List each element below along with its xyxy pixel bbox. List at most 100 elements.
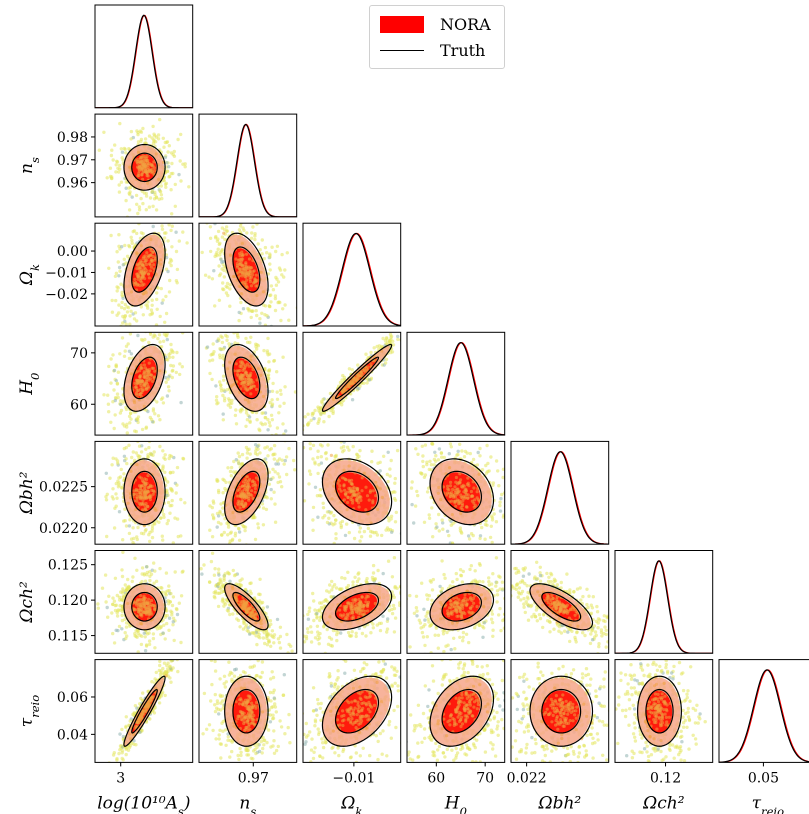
sample-point [327, 415, 330, 418]
sample-point [411, 325, 414, 328]
sample-point [104, 495, 107, 498]
sample-point [136, 526, 139, 529]
sample-point [164, 186, 167, 189]
sample-point [272, 288, 275, 291]
y-tick-label: −0.01 [45, 265, 88, 281]
sample-point [178, 362, 181, 365]
sample-point [348, 489, 351, 492]
sample-point [147, 446, 150, 449]
sample-point [343, 498, 346, 501]
sample-point [261, 238, 264, 241]
sample-point [141, 264, 144, 267]
sample-point [130, 236, 133, 239]
sample-point [262, 523, 265, 526]
sample-point [358, 505, 361, 508]
sample-point [225, 317, 228, 320]
sample-point [336, 482, 339, 485]
sample-point [171, 225, 174, 228]
sample-point [150, 328, 153, 331]
sample-point [115, 160, 118, 163]
sample-point [345, 522, 348, 525]
sample-point [164, 453, 167, 456]
panel-frame [199, 114, 297, 217]
sample-point [158, 198, 161, 201]
sample-point [255, 418, 258, 421]
sample-point [371, 499, 374, 502]
sample-point [165, 494, 168, 497]
sample-point [124, 148, 127, 151]
sample-point [273, 444, 276, 447]
sample-point [262, 290, 265, 293]
sample-point [256, 378, 259, 381]
sample-point [143, 363, 146, 366]
sample-point [123, 355, 126, 358]
sample-point [114, 413, 117, 416]
sample-point [467, 277, 470, 280]
panel-content [200, 419, 296, 563]
sample-point [140, 131, 143, 134]
sample-point [270, 398, 273, 401]
sample-point [238, 437, 241, 440]
sample-point [151, 125, 154, 128]
sample-point [212, 350, 215, 353]
sample-point [263, 313, 266, 316]
sample-point [249, 269, 252, 272]
sample-point [151, 527, 154, 530]
sample-point [164, 295, 167, 298]
sample-point [247, 491, 250, 494]
sample-point [131, 242, 134, 245]
sample-point [109, 167, 112, 170]
sample-point [228, 361, 231, 364]
sample-point [265, 251, 268, 254]
sample-point [245, 372, 248, 375]
sample-point [171, 471, 174, 474]
sample-point [166, 150, 169, 153]
sample-point [155, 208, 158, 211]
sample-point [275, 370, 278, 373]
sample-point [125, 462, 128, 465]
sample-point [129, 137, 132, 140]
sample-point [133, 493, 136, 496]
sample-point [161, 298, 164, 301]
sample-point [228, 305, 231, 308]
sample-point [134, 340, 137, 343]
sample-point [181, 331, 184, 334]
sample-point [179, 498, 182, 501]
sample-point [267, 373, 270, 376]
sample-point [221, 235, 224, 238]
sample-point [144, 267, 147, 270]
sample-point [293, 468, 296, 471]
sample-point [244, 387, 247, 390]
sample-point [265, 327, 268, 330]
sample-point [273, 502, 276, 505]
panel-ns-vs-logA: 0.960.970.98 [57, 114, 197, 221]
sample-point [193, 173, 196, 176]
sample-point [248, 365, 251, 368]
sample-point [370, 460, 373, 463]
sample-point [230, 466, 233, 469]
sample-point [280, 253, 283, 256]
sample-point [224, 481, 227, 484]
sample-point [153, 334, 156, 337]
sample-point [236, 201, 239, 204]
sample-point [121, 336, 124, 339]
sample-point [150, 374, 153, 377]
sample-point [284, 429, 287, 432]
sample-point [356, 488, 359, 491]
sample-point [134, 311, 137, 314]
sample-point [152, 160, 155, 163]
sample-point [260, 312, 263, 315]
sample-point [394, 520, 397, 523]
sample-point [387, 519, 390, 522]
sample-point [234, 353, 237, 356]
sample-point [419, 489, 422, 492]
sample-point [155, 152, 158, 155]
sample-point [166, 480, 169, 483]
sample-point [241, 453, 244, 456]
sample-point [128, 190, 131, 193]
sample-point [120, 147, 123, 150]
sample-point [254, 487, 257, 490]
sample-point [115, 497, 118, 500]
sample-point [238, 539, 241, 542]
sample-point [132, 537, 135, 540]
